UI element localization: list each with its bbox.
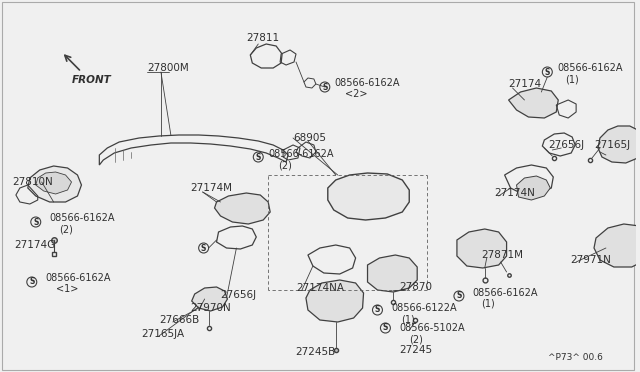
Text: 27971N: 27971N: [570, 255, 611, 265]
Text: 68905: 68905: [293, 133, 326, 143]
Polygon shape: [28, 166, 81, 202]
Text: ^P73^ 00.6: ^P73^ 00.6: [548, 353, 603, 362]
Text: S: S: [201, 244, 206, 253]
Text: <2>: <2>: [345, 89, 367, 99]
Text: S: S: [255, 153, 261, 161]
Polygon shape: [594, 224, 640, 267]
Text: (2): (2): [278, 160, 292, 170]
Text: 08566-5102A: 08566-5102A: [399, 323, 465, 333]
Text: 08566-6122A: 08566-6122A: [392, 303, 457, 313]
Text: S: S: [383, 324, 388, 333]
Text: 27970N: 27970N: [191, 303, 232, 313]
Polygon shape: [306, 280, 364, 322]
Text: S: S: [29, 278, 35, 286]
Text: 08566-6162A: 08566-6162A: [50, 213, 115, 223]
Text: 08566-6162A: 08566-6162A: [335, 78, 400, 88]
Text: 27174M: 27174M: [191, 183, 233, 193]
Text: 27656J: 27656J: [548, 140, 584, 150]
Text: (2): (2): [60, 224, 74, 234]
Text: S: S: [375, 305, 380, 314]
Text: 27811: 27811: [246, 33, 280, 43]
Text: 27800M: 27800M: [147, 63, 189, 73]
Text: S: S: [33, 218, 38, 227]
Text: 08566-6162A: 08566-6162A: [557, 63, 623, 73]
Text: 27174N: 27174N: [495, 188, 536, 198]
Polygon shape: [367, 255, 417, 292]
Text: 27245B: 27245B: [295, 347, 335, 357]
Text: FRONT: FRONT: [72, 75, 111, 85]
Polygon shape: [598, 126, 640, 163]
Text: (1): (1): [565, 74, 579, 84]
Text: S: S: [322, 83, 328, 92]
Text: (2): (2): [409, 334, 423, 344]
Polygon shape: [214, 193, 270, 224]
Text: 08566-6162A: 08566-6162A: [268, 149, 333, 159]
Text: S: S: [456, 292, 461, 301]
Text: S: S: [545, 67, 550, 77]
Polygon shape: [192, 287, 227, 311]
Text: 27870: 27870: [399, 282, 432, 292]
Polygon shape: [328, 173, 409, 220]
Text: (1): (1): [401, 314, 415, 324]
Text: 27245: 27245: [399, 345, 433, 355]
Polygon shape: [36, 172, 72, 194]
Text: 27871M: 27871M: [481, 250, 523, 260]
Text: 27810N: 27810N: [12, 177, 52, 187]
Polygon shape: [516, 176, 550, 200]
Text: 27174G: 27174G: [14, 240, 55, 250]
Text: <1>: <1>: [56, 284, 78, 294]
Text: 27174NA: 27174NA: [296, 283, 344, 293]
Text: 27666B: 27666B: [159, 315, 199, 325]
Text: 08566-6162A: 08566-6162A: [45, 273, 111, 283]
Text: 27165JA: 27165JA: [141, 329, 184, 339]
Polygon shape: [457, 229, 507, 268]
Text: 27656J: 27656J: [221, 290, 257, 300]
Polygon shape: [509, 88, 558, 118]
Text: (1): (1): [481, 299, 495, 309]
Text: 27165J: 27165J: [594, 140, 630, 150]
Text: 08566-6162A: 08566-6162A: [473, 288, 538, 298]
Text: 27174: 27174: [509, 79, 541, 89]
